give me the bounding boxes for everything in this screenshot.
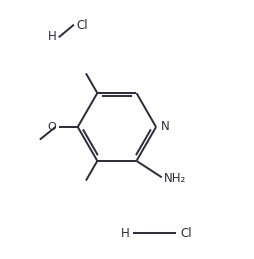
Text: N: N bbox=[161, 120, 169, 133]
Text: NH₂: NH₂ bbox=[164, 172, 186, 185]
Text: Cl: Cl bbox=[180, 227, 192, 240]
Text: O: O bbox=[47, 122, 56, 132]
Text: H: H bbox=[121, 227, 130, 240]
Text: Cl: Cl bbox=[76, 19, 88, 32]
Text: H: H bbox=[47, 30, 56, 42]
